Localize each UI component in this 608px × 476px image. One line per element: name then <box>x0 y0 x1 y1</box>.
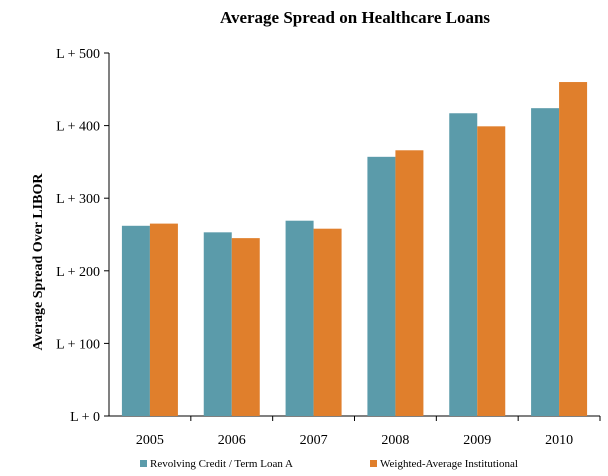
y-tick-label: L + 500 <box>56 47 100 62</box>
y-tick-label: L + 300 <box>56 192 100 207</box>
y-tick-label: L + 200 <box>56 265 100 280</box>
bar-2010-series-2 <box>559 82 588 416</box>
bar-2009-series-2 <box>477 126 506 417</box>
bar-2007-series-1 <box>285 220 314 416</box>
plot-area: L + 0 L + 100 L + 200 L + 300 L + 400 L + 500… <box>56 47 601 448</box>
y-tick-label: L + 400 <box>56 120 100 135</box>
y-axis-label: Average Spread Over LIBOR <box>31 173 46 351</box>
bar-2010-series-1 <box>531 108 560 417</box>
x-tick-label: 2009 <box>463 433 491 448</box>
legend-swatch-series-1 <box>140 460 147 467</box>
x-tick-label: 2008 <box>381 433 409 448</box>
legend-label-series-2: Weighted-Average Institutional <box>380 458 518 470</box>
bar-2007-series-2 <box>313 228 342 416</box>
legend-swatch-series-2 <box>370 460 377 467</box>
x-tick-label: 2005 <box>136 433 164 448</box>
bar-2008-series-2 <box>395 150 424 416</box>
x-tick-label: 2007 <box>300 433 328 448</box>
x-tick-label: 2006 <box>218 433 246 448</box>
bar-2005-series-2 <box>149 223 178 416</box>
legend: Revolving Credit / Term Loan A Weighted-A… <box>140 458 518 470</box>
bar-2008-series-1 <box>367 156 396 416</box>
y-tick-label: L + 0 <box>70 410 100 425</box>
bar-2005-series-1 <box>121 225 150 416</box>
bar-2006-series-1 <box>203 232 232 416</box>
chart-title: Average Spread on Healthcare Loans <box>220 8 490 27</box>
bar-2006-series-2 <box>231 238 260 416</box>
legend-label-series-1: Revolving Credit / Term Loan A <box>150 458 293 470</box>
x-tick-label: 2010 <box>545 433 573 448</box>
bar-2009-series-1 <box>449 113 478 417</box>
y-tick-label: L + 100 <box>56 337 100 352</box>
